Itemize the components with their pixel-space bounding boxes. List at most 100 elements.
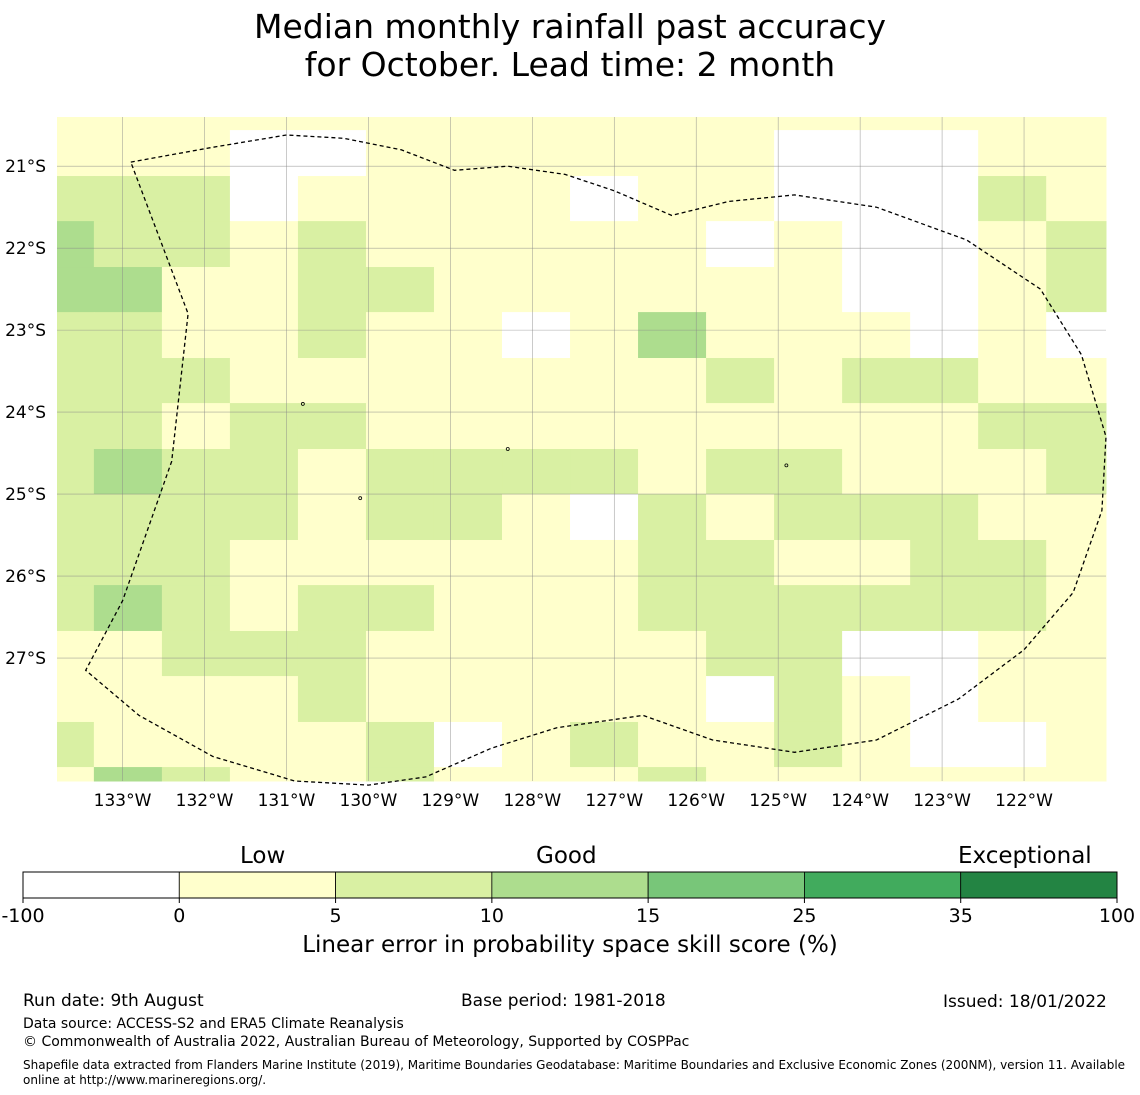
skill-cell: [161, 221, 231, 268]
skill-cell: [433, 312, 503, 359]
skill-cell: [57, 267, 95, 313]
skill-cell: [229, 358, 299, 404]
skill-cell: [57, 358, 95, 404]
colorbar-segment: [335, 871, 493, 899]
skill-cell: [842, 358, 911, 404]
skill-cell: [638, 221, 707, 268]
issued-date: Issued: 18/01/2022: [943, 992, 1107, 1012]
skill-cell: [161, 630, 231, 677]
skill-cell: [774, 449, 843, 495]
skill-cell: [706, 676, 775, 723]
shapefile-credit: Shapefile data extracted from Flanders M…: [23, 1058, 1126, 1087]
skill-cell: [910, 585, 979, 632]
island-marker: [300, 402, 305, 406]
copyright-notice: © Commonwealth of Australia 2022, Austra…: [23, 1034, 690, 1050]
longitude-tick-label: 127°W: [585, 791, 643, 811]
skill-cell: [978, 449, 1047, 495]
skill-cell: [910, 267, 979, 313]
eez-boundary-line: [84, 134, 1107, 786]
skill-cell: [774, 676, 843, 723]
skill-cell: [57, 403, 95, 450]
skill-cell: [433, 585, 503, 632]
skill-cell: [502, 494, 571, 541]
longitude-tick-label: 133°W: [94, 791, 152, 811]
skill-cell: [57, 630, 95, 677]
skill-cell: [433, 267, 503, 313]
skill-cell: [706, 539, 775, 586]
skill-cell: [365, 721, 435, 768]
skill-cell: [910, 721, 979, 768]
skill-cell: [502, 449, 571, 495]
skill-cell: [502, 117, 571, 131]
skill-cell: [57, 721, 95, 768]
skill-cell: [1046, 358, 1107, 404]
skill-cell: [842, 449, 911, 495]
skill-cell: [161, 585, 231, 632]
colorbar-tick-label: 15: [636, 905, 660, 927]
island-marker: [358, 496, 363, 501]
skill-cell: [93, 312, 163, 359]
skill-cell: [774, 117, 843, 131]
skill-cell: [978, 403, 1047, 450]
skill-cell: [161, 494, 231, 541]
skill-cell: [57, 676, 95, 723]
skill-cell: [365, 767, 435, 782]
skill-cell: [93, 403, 163, 450]
skill-cell: [706, 767, 775, 782]
skill-cell: [774, 767, 843, 782]
skill-cell: [842, 494, 911, 541]
skill-cell: [910, 630, 979, 677]
skill-cell: [570, 449, 639, 495]
skill-cell: [910, 449, 979, 495]
latitude-tick-label: 22°S: [5, 239, 46, 259]
skill-cell: [842, 130, 911, 177]
skill-cell: [502, 539, 571, 586]
skill-cell: [842, 585, 911, 632]
longitude-tick-label: 132°W: [176, 791, 234, 811]
skill-cell: [502, 721, 571, 768]
skill-cell: [93, 494, 163, 541]
skill-cell: [297, 767, 367, 782]
skill-cell: [229, 676, 299, 723]
skill-cell: [433, 176, 503, 222]
skill-cell: [297, 358, 367, 404]
longitude-tick-label: 125°W: [749, 791, 807, 811]
skill-cell: [365, 358, 435, 404]
skill-cell: [57, 176, 95, 222]
latitude-tick-label: 27°S: [5, 649, 46, 669]
skill-cell: [229, 130, 299, 177]
skill-cell: [1046, 494, 1107, 541]
skill-cell: [706, 585, 775, 632]
skill-cell: [570, 221, 639, 268]
skill-cell: [1046, 449, 1107, 495]
colorbar-segment: [178, 871, 336, 899]
skill-cell: [842, 721, 911, 768]
skill-cell: [502, 267, 571, 313]
skill-cell: [502, 630, 571, 677]
skill-cell: [297, 676, 367, 723]
skill-cell: [910, 494, 979, 541]
skill-cell: [706, 630, 775, 677]
skill-cell: [93, 585, 163, 632]
skill-cell: [502, 676, 571, 723]
skill-cell: [433, 721, 503, 768]
skill-cell: [910, 130, 979, 177]
skill-cell: [978, 539, 1047, 586]
skill-cell: [1046, 267, 1107, 313]
skill-cell: [502, 358, 571, 404]
skill-cell: [229, 494, 299, 541]
skill-cell: [842, 767, 911, 782]
colorbar-frame: [22, 871, 1118, 899]
skill-cell: [910, 403, 979, 450]
skill-cell: [365, 630, 435, 677]
skill-cell: [1046, 767, 1107, 782]
skill-cell: [1046, 221, 1107, 268]
base-period: Base period: 1981-2018: [461, 991, 666, 1011]
skill-cell: [638, 721, 707, 768]
skill-cell: [842, 117, 911, 131]
skill-cell: [1046, 117, 1107, 131]
skill-cell: [774, 358, 843, 404]
skill-cell: [910, 358, 979, 404]
skill-cell: [57, 539, 95, 586]
skill-cell: [638, 676, 707, 723]
